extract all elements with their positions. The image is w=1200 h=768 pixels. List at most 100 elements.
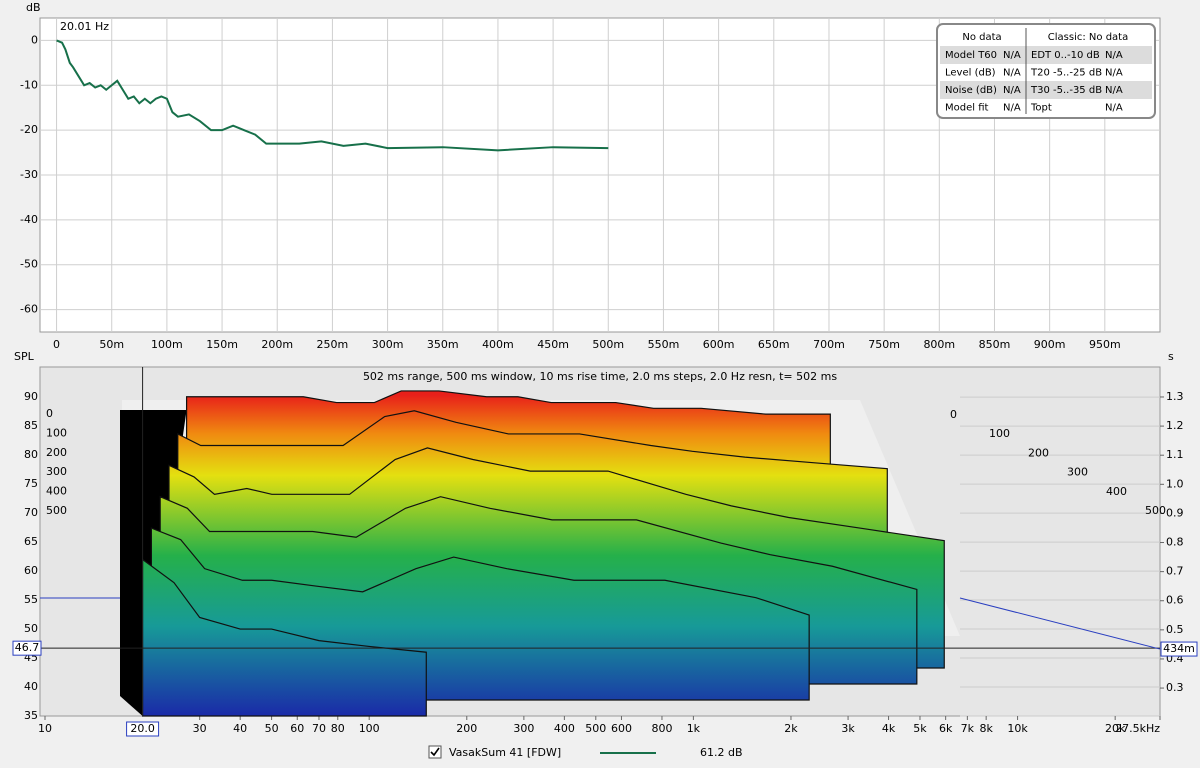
x-tick-label: 40 [233, 722, 247, 735]
x-tick-label: 100 [359, 722, 380, 735]
y-tick-label: -50 [20, 258, 38, 271]
x-tick-label: 750m [868, 338, 900, 351]
x-tick-label: 400m [482, 338, 514, 351]
x-tick-label: 200m [261, 338, 293, 351]
x-tick-label: 800 [651, 722, 672, 735]
y-tick-label: 70 [24, 506, 38, 519]
x-tick-label: 6k [939, 722, 953, 735]
x-tick-label: 5k [913, 722, 927, 735]
x-tick-label: 900m [1034, 338, 1066, 351]
y2-axis-label: s [1168, 350, 1174, 363]
cursor-y2 [959, 597, 1161, 650]
x-tick-label: 60 [290, 722, 304, 735]
row-shade [940, 81, 1152, 99]
y-tick-label: 80 [24, 448, 38, 461]
x-tick-label: 450m [537, 338, 569, 351]
y-tick-label: 55 [24, 593, 38, 606]
x-tick-label: 350m [427, 338, 459, 351]
x-tick-label: 600 [611, 722, 632, 735]
row-shade [940, 46, 1152, 64]
x-tick-label: 10 [38, 722, 52, 735]
y-tick-label: 90 [24, 390, 38, 403]
cursor-box [1160, 641, 1198, 657]
x-tick-label: 10k [1007, 722, 1028, 735]
table-cell: N/A [1105, 103, 1123, 114]
x-tick-label: 100m [151, 338, 183, 351]
x-tick-label: 150m [206, 338, 238, 351]
time-label: 200 [1028, 446, 1049, 459]
time-label: 400 [1106, 485, 1127, 498]
table-header: No data [962, 32, 1001, 43]
cursor-value: 434m [1163, 642, 1195, 655]
y-tick-label: 60 [24, 564, 38, 577]
time-label: 400 [46, 485, 67, 498]
decay-line [56, 39, 609, 152]
x-tick-label: 400 [554, 722, 575, 735]
y-tick-label: -40 [20, 213, 38, 226]
legend: VasakSum 41 [FDW] 61.2 dB [428, 745, 743, 759]
y2-tick-label: 0.7 [1166, 565, 1184, 578]
time-label: 500 [46, 504, 67, 517]
x-tick-label: 950m [1089, 338, 1121, 351]
x-tick-label: 50m [99, 338, 124, 351]
y-tick-label: 75 [24, 477, 38, 490]
x-tick-label: 600m [703, 338, 735, 351]
y-tick-label: -60 [20, 303, 38, 316]
y-tick-label: -10 [20, 78, 38, 91]
y-tick-label: 65 [24, 535, 38, 548]
y2-tick-label: 1.3 [1166, 390, 1184, 403]
subtitle: 502 ms range, 500 ms window, 10 ms rise … [363, 370, 837, 383]
x-tick-label: 850m [979, 338, 1011, 351]
x-tick-label: 3k [841, 722, 855, 735]
results-table: No data Classic: No data Model T60 N/A EDT… [936, 23, 1156, 119]
waterfall-slice [141, 558, 427, 717]
x-tick-label: 700m [813, 338, 845, 351]
annotation: 20.01 Hz [60, 20, 109, 33]
y2-tick-label: 0.5 [1166, 623, 1184, 636]
y-tick-label: 35 [24, 709, 38, 722]
x-tick-label: 2k [784, 722, 798, 735]
table-cell: Level (dB) [945, 68, 996, 79]
x-tick-label: 8k [979, 722, 993, 735]
y-tick-label: -30 [20, 168, 38, 181]
x-tick-label: 4k [882, 722, 896, 735]
time-label: 300 [1067, 466, 1088, 479]
legend-label: VasakSum 41 [FDW] [449, 746, 561, 759]
time-label: 100 [46, 426, 67, 439]
x-tick-label: 650m [758, 338, 790, 351]
x-tick-label: 80 [331, 722, 345, 735]
table-cell: Topt [1030, 103, 1052, 114]
table-cell: N/A [1003, 103, 1021, 114]
x-tick-label: 250m [317, 338, 349, 351]
table-cell: N/A [1105, 85, 1123, 96]
x-tick-label: 800m [923, 338, 955, 351]
y-axis-label: SPL [14, 350, 35, 363]
y2-tick-label: 0.3 [1166, 681, 1184, 694]
x-tick-label: 550m [648, 338, 680, 351]
table-cell: Model T60 [945, 50, 997, 61]
table-cell: N/A [1105, 68, 1123, 79]
checkbox[interactable] [428, 745, 442, 759]
table-cell: N/A [1105, 50, 1123, 61]
y2-tick-label: 0.6 [1166, 594, 1184, 607]
time-label: 300 [46, 465, 67, 478]
time-label: 0 [950, 408, 957, 421]
legend-value: 61.2 dB [700, 746, 743, 759]
table-cell: T30 -5..-35 dB [1030, 85, 1102, 96]
table-cell: N/A [1003, 68, 1021, 79]
table-cell: Model fit [945, 103, 989, 114]
table-cell: N/A [1003, 50, 1021, 61]
table-cell: Noise (dB) [945, 85, 997, 96]
x-tick-label: 7k [961, 722, 975, 735]
table-cell: T20 -5..-25 dB [1030, 68, 1102, 79]
x-tick-label: 500m [592, 338, 624, 351]
cursor-box [126, 721, 160, 737]
cursor-box [12, 640, 42, 656]
y2-tick-label: 1.0 [1166, 477, 1184, 490]
y2-tick-label: 0.9 [1166, 506, 1184, 519]
y-tick-label: 0 [31, 33, 38, 46]
x-tick-label: 0 [53, 338, 60, 351]
x-tick-label: 500 [585, 722, 606, 735]
cursor-value: 20.0 [130, 722, 155, 735]
cursor-value: 46.7 [15, 641, 40, 654]
